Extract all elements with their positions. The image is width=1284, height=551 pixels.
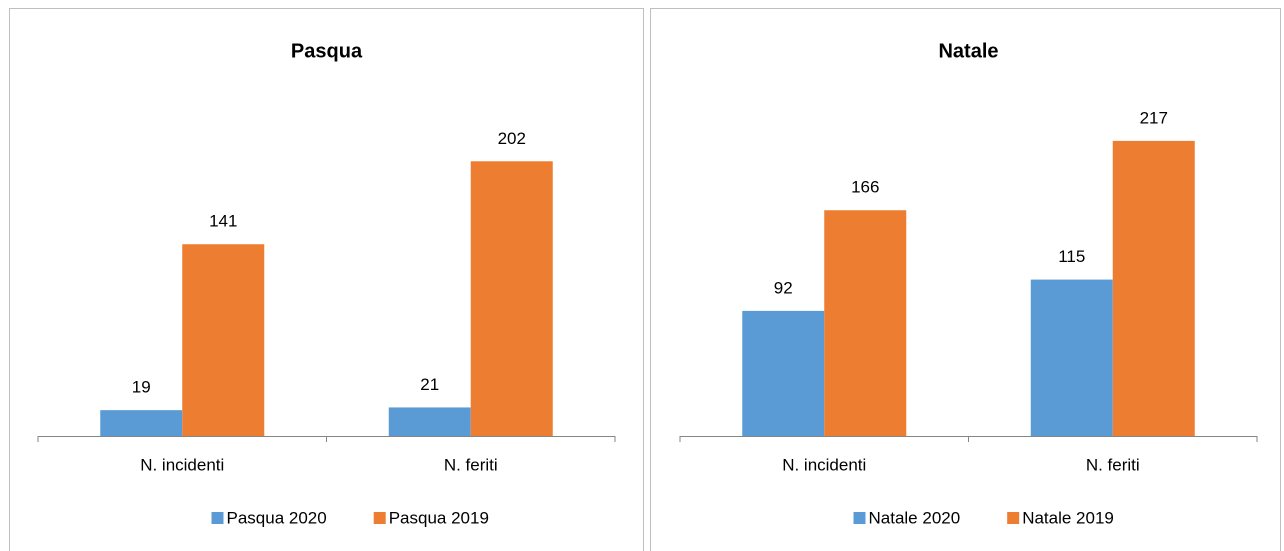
- data-label: 19: [132, 378, 151, 397]
- bar: [388, 407, 471, 436]
- data-label: 21: [420, 375, 439, 394]
- bar: [182, 244, 265, 436]
- x-tick-label: N. feriti: [444, 455, 498, 474]
- bar: [824, 210, 907, 436]
- chart-title: Natale: [938, 40, 998, 62]
- data-label: 92: [774, 278, 793, 297]
- x-tick-label: N. incidenti: [782, 455, 866, 474]
- legend-swatch: [373, 512, 386, 524]
- chart-title: Pasqua: [291, 40, 363, 62]
- legend-swatch: [853, 512, 866, 524]
- panel-border: [9, 8, 644, 551]
- data-label: 202: [498, 129, 526, 148]
- data-label: 141: [209, 212, 237, 231]
- bar: [1030, 279, 1113, 436]
- bar: [1112, 140, 1195, 436]
- x-tick-label: N. incidenti: [140, 455, 224, 474]
- data-label: 115: [1058, 247, 1085, 266]
- bar: [742, 310, 825, 436]
- legend-label: Pasqua 2020: [227, 508, 327, 527]
- data-label: 166: [851, 178, 879, 197]
- legend-label: Natale 2020: [869, 508, 961, 527]
- legend-swatch: [1007, 512, 1020, 524]
- bar: [470, 161, 553, 436]
- legend-label: Pasqua 2019: [389, 508, 489, 527]
- bar: [100, 410, 183, 436]
- panel-border: [650, 8, 1281, 551]
- legend-label: Natale 2019: [1022, 508, 1114, 527]
- legend-swatch: [211, 512, 224, 524]
- data-label: 217: [1140, 108, 1168, 127]
- x-tick-label: N. feriti: [1086, 455, 1140, 474]
